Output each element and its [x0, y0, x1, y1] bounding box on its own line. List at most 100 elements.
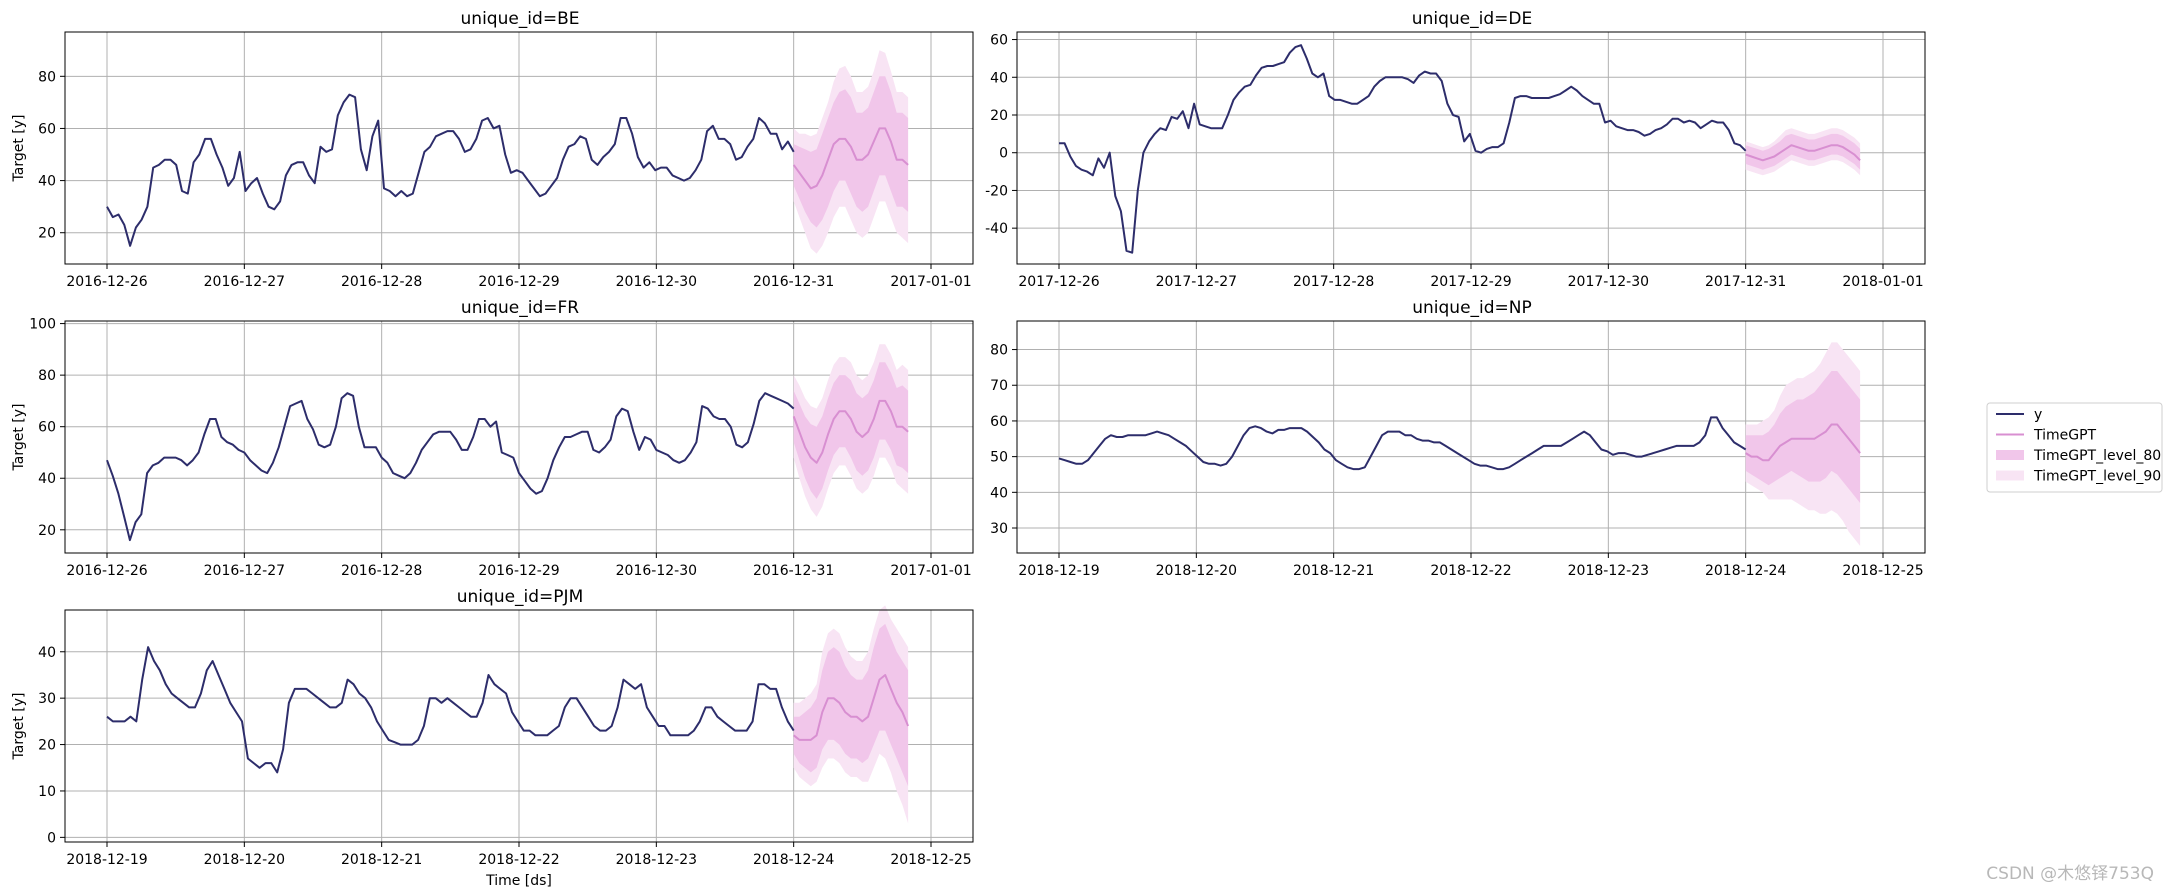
legend: y TimeGPT TimeGPT_level_80 TimeGPT_level… [1986, 402, 2163, 493]
x-tick-label: 2018-12-20 [1156, 563, 1237, 579]
y-tick-label: -40 [985, 221, 1008, 237]
y-tick-label: 40 [38, 645, 56, 661]
series-y-line [1058, 416, 1747, 471]
panel-fr: unique_id=FR Target [y] 2016-12-26 2016-1… [11, 298, 974, 579]
legend-label-timegpt: TimeGPT [2033, 428, 2097, 444]
x-tick-label: 2018-12-21 [1293, 563, 1374, 579]
x-tick-label: 2018-12-19 [66, 852, 147, 868]
y-tick-label: 40 [990, 485, 1008, 501]
panel-title: unique_id=FR [461, 298, 579, 318]
y-tick-label: 20 [38, 523, 56, 539]
panel-title: unique_id=BE [461, 9, 580, 29]
legend-frame [1986, 402, 2163, 493]
y-tick-label: 0 [47, 830, 56, 846]
band-level-80 [793, 623, 909, 787]
y-tick-label: 100 [29, 317, 56, 333]
x-tick-label: 2016-12-26 [66, 563, 147, 579]
band-level-80 [793, 76, 909, 228]
x-tick-label: 2017-12-28 [1293, 274, 1374, 290]
panel-title: unique_id=NP [1412, 298, 1532, 318]
x-tick-label: 2016-12-31 [753, 274, 834, 290]
y-tick-label: 80 [38, 368, 56, 384]
series-timegpt-line [1745, 423, 1861, 462]
series-y-line [106, 392, 795, 542]
x-tick-label: 2018-12-23 [1568, 563, 1649, 579]
y-axis-label: Target [y] [11, 115, 27, 183]
y-tick-label: 40 [38, 174, 56, 190]
panel-title: unique_id=PJM [457, 587, 584, 607]
y-tick-label: 40 [990, 70, 1008, 86]
y-tick-label: 60 [38, 420, 56, 436]
x-tick-label: 2016-12-27 [204, 563, 285, 579]
x-tick-label: 2018-01-01 [1842, 274, 1923, 290]
panel-be: unique_id=BE Target [y] 2016-12-26 2016-1… [11, 9, 974, 290]
series-y-line [106, 646, 795, 774]
band-level-80 [793, 362, 909, 499]
series-timegpt-line [1745, 144, 1861, 162]
x-tick-label: 2016-12-26 [66, 274, 147, 290]
y-tick-label: 60 [990, 414, 1008, 430]
x-tick-label: 2018-12-24 [753, 852, 834, 868]
y-tick-label: 30 [990, 521, 1008, 537]
band-level-80 [1745, 133, 1861, 170]
x-tick-label: 2018-12-19 [1018, 563, 1099, 579]
x-tick-label: 2017-12-31 [1705, 274, 1786, 290]
y-tick-label: 50 [990, 450, 1008, 466]
x-tick-label: 2018-12-25 [890, 852, 971, 868]
y-tick-label: 20 [38, 226, 56, 242]
y-tick-label: 0 [999, 146, 1008, 162]
legend-label-level-80: TimeGPT_level_80 [2033, 448, 2161, 464]
x-tick-label: 2018-12-21 [341, 852, 422, 868]
x-tick-label: 2016-12-31 [753, 563, 834, 579]
legend-swatch-level-90 [1996, 470, 2024, 481]
x-tick-label: 2016-12-28 [341, 274, 422, 290]
panel-pjm: unique_id=PJM Target [y] Time [ds] 2018-… [11, 587, 974, 889]
x-tick-label: 2017-12-29 [1430, 274, 1511, 290]
x-tick-label: 2017-12-26 [1018, 274, 1099, 290]
x-tick-label: 2018-12-22 [478, 852, 559, 868]
y-tick-label: -20 [985, 183, 1008, 199]
y-tick-label: 20 [990, 108, 1008, 124]
series-y-line [106, 93, 795, 247]
series-timegpt-line [793, 674, 910, 741]
y-tick-label: 60 [38, 121, 56, 137]
y-tick-label: 80 [990, 343, 1008, 359]
x-tick-label: 2018-12-20 [204, 852, 285, 868]
legend-label-level-90: TimeGPT_level_90 [2033, 469, 2161, 485]
series-y-line [1059, 44, 1747, 254]
y-axis-label: Target [y] [11, 404, 27, 472]
panel-title: unique_id=DE [1412, 9, 1532, 29]
x-tick-label: 2016-12-30 [616, 563, 697, 579]
y-axis-label: Target [y] [11, 693, 27, 761]
band-level-80 [1745, 371, 1861, 503]
x-axis-label: Time [ds] [485, 873, 552, 889]
y-tick-label: 80 [38, 69, 56, 85]
y-tick-label: 30 [38, 691, 56, 707]
x-tick-label: 2017-01-01 [890, 274, 971, 290]
legend-swatch-level-80 [1996, 450, 2024, 460]
series-timegpt-line [792, 127, 909, 190]
x-tick-label: 2016-12-30 [616, 274, 697, 290]
y-tick-label: 70 [990, 378, 1008, 394]
watermark: CSDN @木悠铎753Q [1986, 864, 2154, 884]
x-tick-label: 2016-12-29 [478, 274, 559, 290]
x-tick-label: 2018-12-23 [616, 852, 697, 868]
x-tick-label: 2016-12-28 [341, 563, 422, 579]
y-tick-label: 10 [38, 784, 56, 800]
x-tick-label: 2018-12-22 [1430, 563, 1511, 579]
y-tick-label: 40 [38, 471, 56, 487]
panel-np: unique_id=NP 2018-12-19 2018-12-20 2018-12… [990, 298, 1926, 579]
x-tick-label: 2018-12-24 [1705, 563, 1786, 579]
y-tick-label: 20 [38, 738, 56, 754]
series-timegpt-line [792, 399, 909, 464]
legend-label-y: y [2034, 407, 2042, 423]
x-tick-label: 2017-01-01 [890, 563, 971, 579]
x-tick-label: 2016-12-29 [478, 563, 559, 579]
x-tick-label: 2016-12-27 [204, 274, 285, 290]
x-tick-label: 2017-12-30 [1568, 274, 1649, 290]
y-tick-label: 60 [990, 33, 1008, 49]
x-tick-label: 2018-12-25 [1842, 563, 1923, 579]
panel-de: unique_id=DE 2017-12-26 2017-12-27 2017-12… [985, 9, 1926, 290]
x-tick-label: 2017-12-27 [1156, 274, 1237, 290]
